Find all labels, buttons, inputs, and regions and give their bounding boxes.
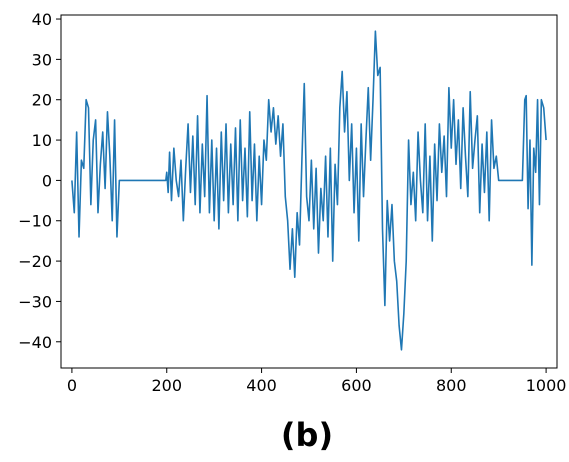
y-tick-label: −10 — [18, 212, 52, 231]
y-tick-label: 20 — [32, 91, 52, 110]
series-line — [71, 30, 547, 351]
y-tick-label: −40 — [18, 333, 52, 352]
figure-caption: (b) — [281, 416, 333, 454]
y-tick-label: 40 — [32, 10, 52, 29]
x-tick-label: 600 — [341, 376, 372, 395]
y-tick-label: −20 — [18, 252, 52, 271]
y-tick-label: 0 — [42, 171, 52, 190]
x-tick-label: 200 — [151, 376, 182, 395]
axes: 0 200 400 600 800 1000 −40 −30 −20 −10 0 10 20 30 40 — [18, 10, 566, 395]
plot-area — [71, 30, 547, 351]
x-tick-label: 400 — [246, 376, 277, 395]
y-tick-label: 10 — [32, 131, 52, 150]
x-tick-label: 800 — [436, 376, 467, 395]
axes-frame — [60, 14, 558, 369]
y-tick-label: 30 — [32, 50, 52, 69]
y-tick-label: −30 — [18, 292, 52, 311]
x-tick-label: 1000 — [526, 376, 567, 395]
x-tick-label: 0 — [67, 376, 77, 395]
